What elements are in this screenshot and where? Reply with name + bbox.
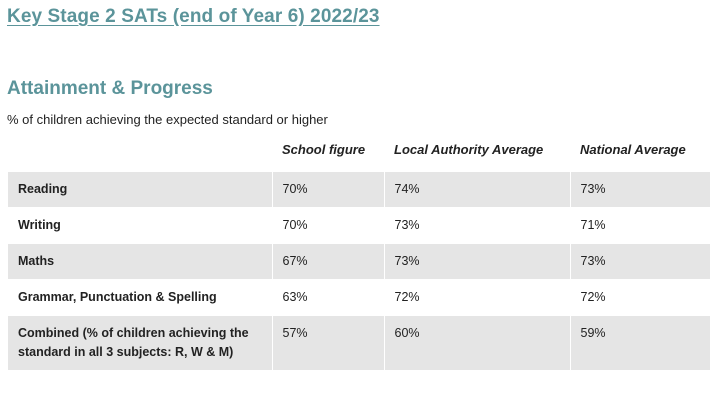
cell-school: 70%: [272, 207, 385, 244]
table-row: Reading 70% 74% 73%: [8, 172, 711, 208]
cell-school: 70%: [272, 172, 385, 208]
column-header-subject: [8, 132, 272, 172]
cell-local-authority: 73%: [384, 243, 571, 280]
results-table: School figure Local Authority Average Na…: [8, 132, 711, 371]
cell-school: 63%: [272, 279, 385, 316]
cell-local-authority: 60%: [384, 315, 571, 371]
cell-school: 67%: [272, 243, 385, 280]
cell-local-authority: 72%: [384, 279, 571, 316]
row-subject: Combined (% of children achieving the st…: [8, 315, 273, 371]
table-row: Maths 67% 73% 73%: [8, 243, 711, 280]
page-title-link[interactable]: Key Stage 2 SATs (end of Year 6) 2022/23: [7, 6, 380, 27]
table-row: Writing 70% 73% 71%: [8, 207, 711, 244]
cell-local-authority: 74%: [384, 172, 571, 208]
table-header-row: School figure Local Authority Average Na…: [8, 132, 710, 172]
column-header-national: National Average: [580, 142, 686, 157]
row-subject: Writing: [8, 207, 273, 244]
cell-national: 73%: [570, 243, 711, 280]
row-subject: Reading: [8, 172, 273, 208]
cell-national: 71%: [570, 207, 711, 244]
cell-school: 57%: [272, 315, 385, 371]
cell-national: 73%: [570, 172, 711, 208]
table-row: Combined (% of children achieving the st…: [8, 315, 711, 371]
cell-local-authority: 73%: [384, 207, 571, 244]
column-header-local-authority: Local Authority Average: [394, 142, 544, 157]
cell-national: 72%: [570, 279, 711, 316]
cell-national: 59%: [570, 315, 711, 371]
row-subject: Maths: [8, 243, 273, 280]
table-caption: % of children achieving the expected sta…: [7, 112, 328, 127]
row-subject: Grammar, Punctuation & Spelling: [8, 279, 273, 316]
table-row: Grammar, Punctuation & Spelling 63% 72% …: [8, 279, 711, 316]
column-header-school: School figure: [282, 142, 366, 157]
section-heading: Attainment & Progress: [7, 78, 213, 99]
